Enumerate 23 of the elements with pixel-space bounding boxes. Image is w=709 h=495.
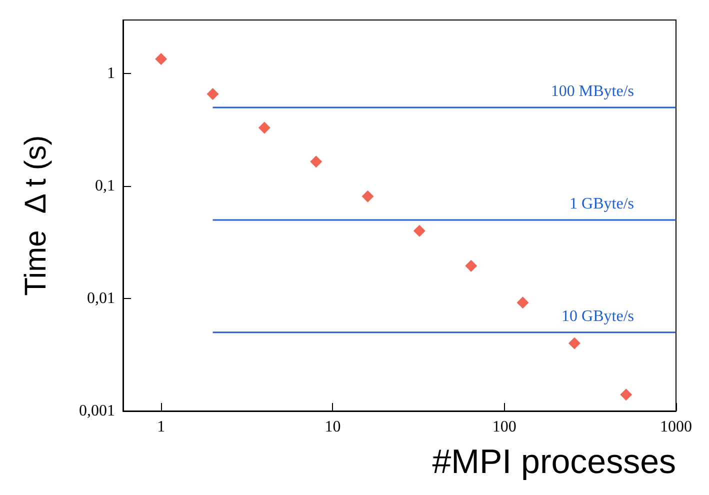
point (258, 122, 270, 134)
y-tick-label: 0,01 (87, 290, 115, 308)
x-axis-title: #MPI processes (432, 443, 676, 481)
y-tick-label: 0,1 (95, 178, 115, 195)
y-tick-label: 0,001 (79, 402, 115, 420)
x-tick-label: 10 (324, 418, 341, 436)
x-tick-label: 1 (157, 418, 166, 436)
point (516, 296, 529, 309)
point (465, 260, 478, 272)
y-tick-label: 1 (107, 65, 115, 82)
x-tick-label: 1000 (660, 418, 692, 436)
point (620, 388, 632, 401)
point (206, 88, 219, 100)
point (568, 337, 580, 350)
point (362, 190, 374, 202)
series-label: 10 GByte/s (562, 308, 634, 325)
series-label: 100 MByte/s (550, 83, 634, 100)
x-tick-label: 100 (492, 418, 516, 436)
y-axis-title: Time Δ t (s) (20, 135, 52, 296)
point (413, 224, 426, 237)
series-label: 1 GByte/s (570, 195, 634, 212)
point (155, 52, 168, 65)
point (310, 156, 322, 168)
